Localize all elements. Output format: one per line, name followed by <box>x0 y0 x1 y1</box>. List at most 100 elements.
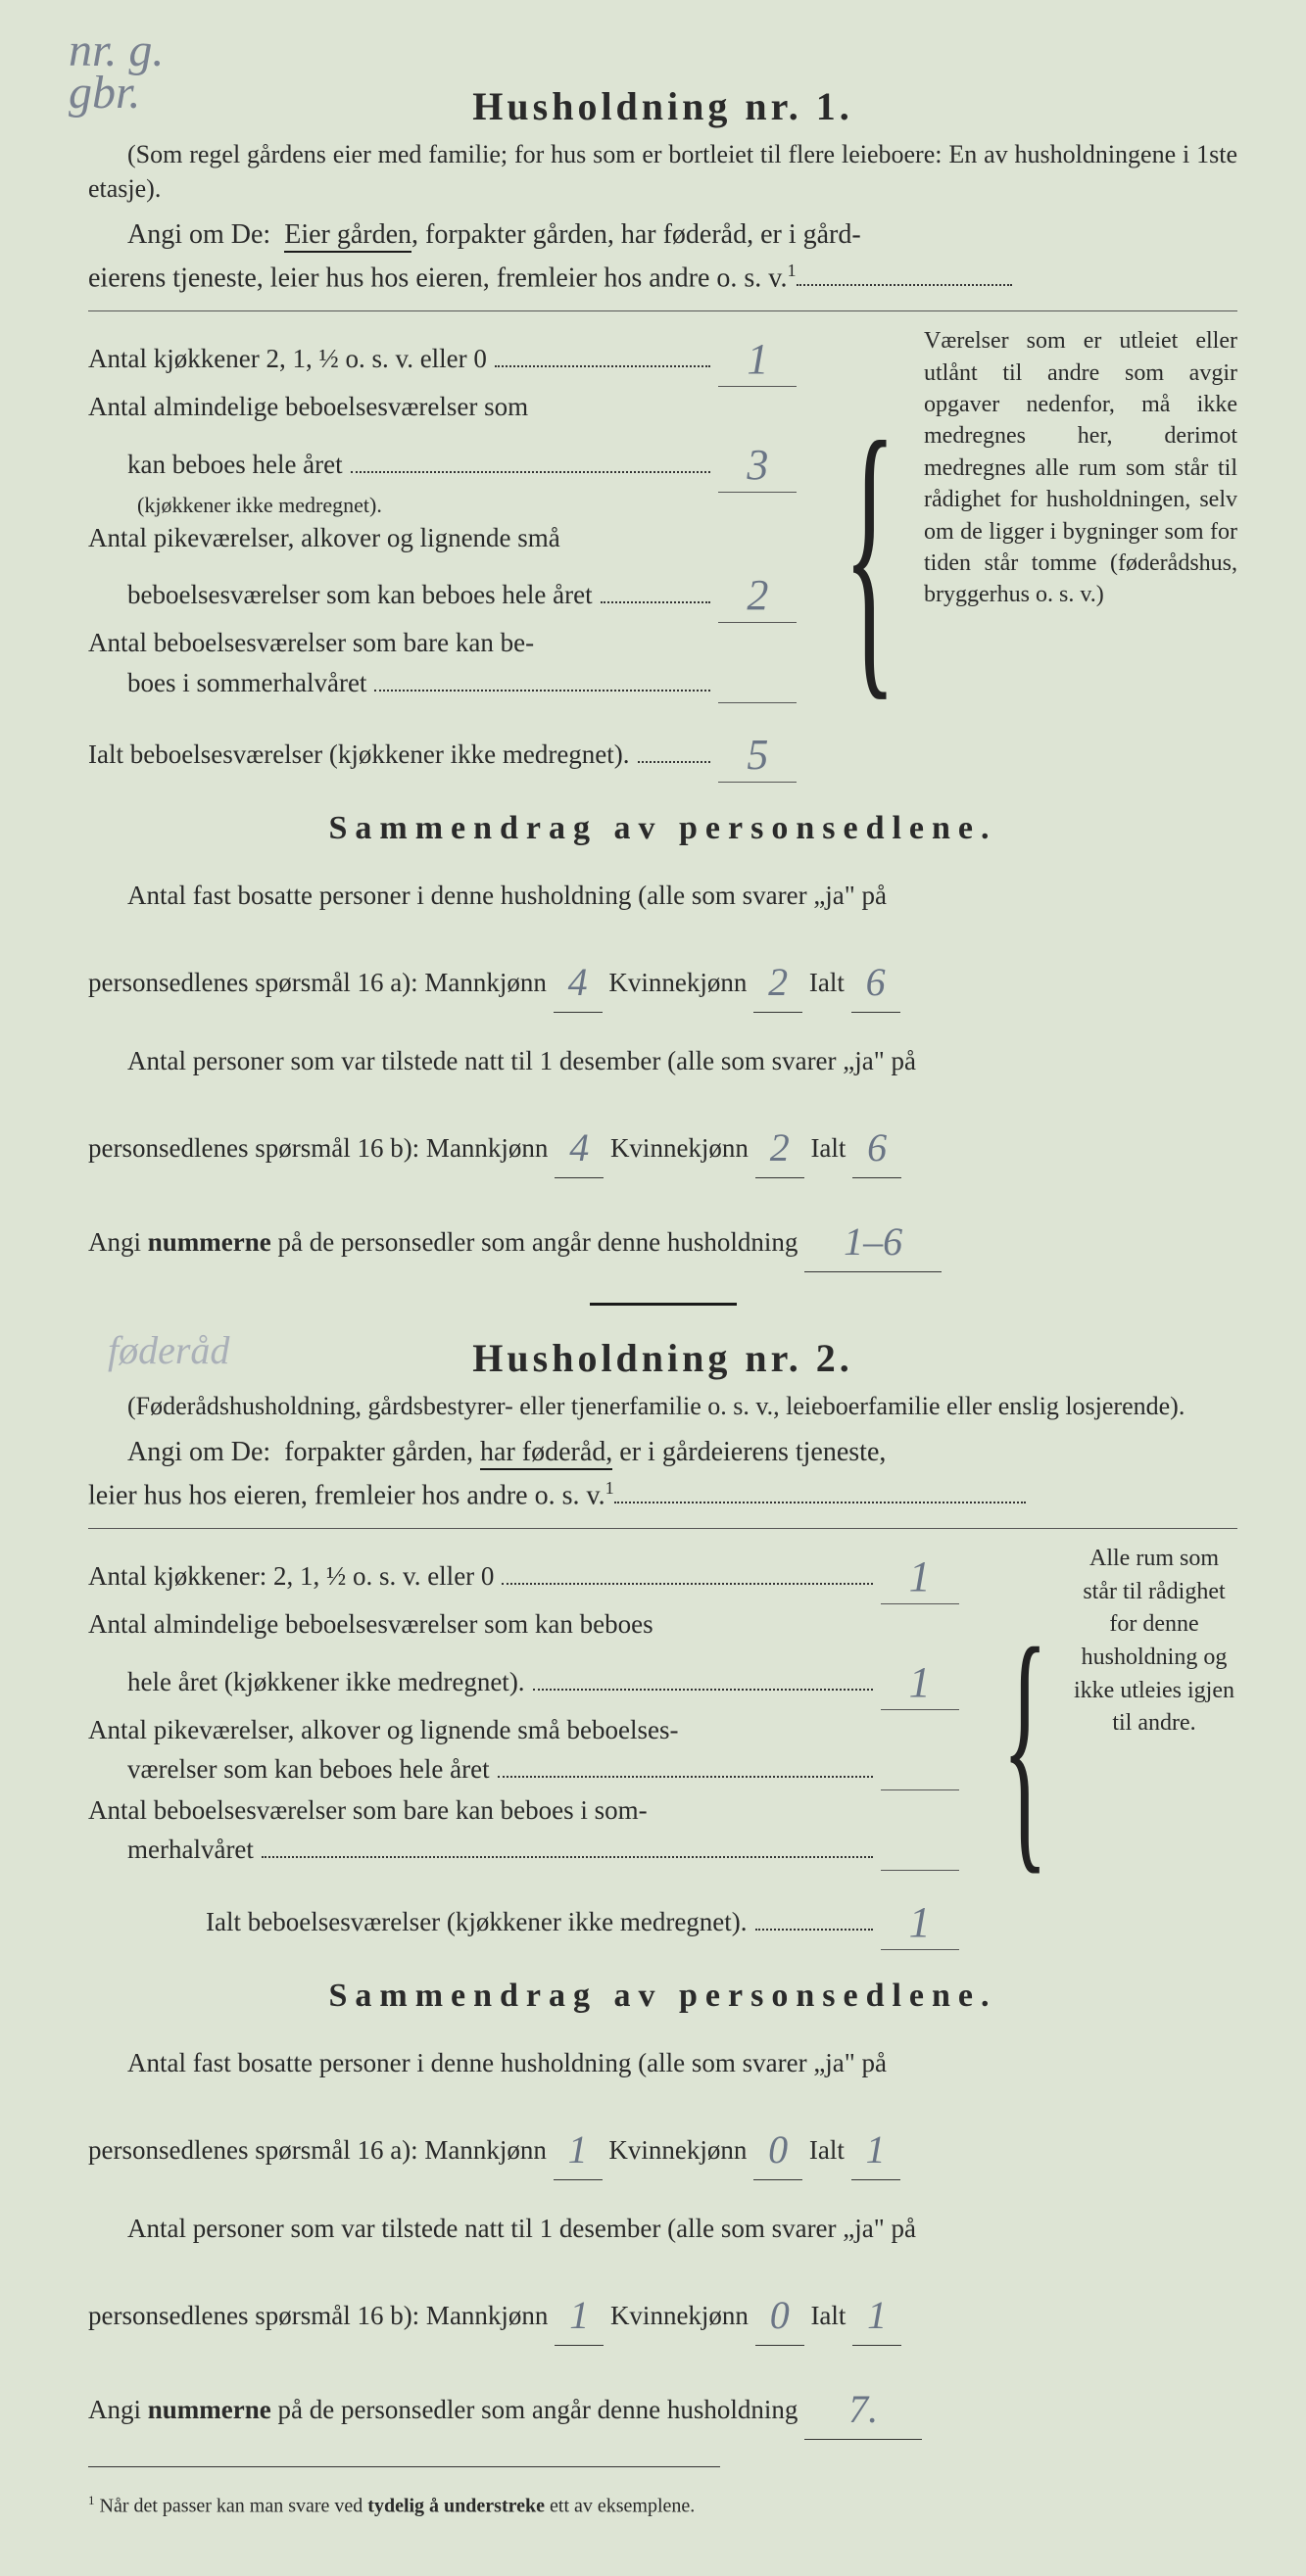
h2-sum-mann-1: 1 <box>564 2117 592 2183</box>
h1-ordinary-row-a: Antal almindelige beboelsesværelser som <box>88 387 797 427</box>
h2-ordinary-value: 1 <box>890 1650 950 1715</box>
h2-ordinary-label-a: Antal almindelige beboelsesværelser som … <box>88 1604 653 1645</box>
kvinn-label-3: Kvinnekjønn <box>608 2135 747 2165</box>
h2-rooms-left: Antal kjøkkener: 2, 1, ½ o. s. v. eller … <box>88 1539 959 1950</box>
h2-maid-row-b: værelser som kan beboes hele året <box>88 1749 959 1790</box>
h1-summer-row-a: Antal beboelsesværelser som bare kan be- <box>88 623 797 663</box>
curly-brace-icon-2: { <box>1001 1642 1047 1847</box>
h1-sum-numbers: 1–6 <box>840 1209 906 1275</box>
h2-summary-title: Sammendrag av personsedlene. <box>88 1978 1237 2015</box>
h1-angi: Angi om De: Eier gården, forpakter gårde… <box>88 214 1237 256</box>
l3-bold: nummerne <box>148 1227 271 1257</box>
h2-ordinary-row-a: Antal almindelige beboelsesværelser som … <box>88 1604 959 1645</box>
h1-sum-kvinn-1: 2 <box>764 949 792 1016</box>
h2-sum-mann-2: 1 <box>565 2282 593 2349</box>
h1-right-note: Værelser som er utleiet eller utlånt til… <box>924 321 1237 783</box>
h1-maid-row-a: Antal pikeværelser, alkover og lignende … <box>88 518 797 558</box>
h1-rooms-block: Antal kjøkkener 2, 1, ½ o. s. v. eller 0… <box>88 321 1237 783</box>
h2-kitchens-value: 1 <box>890 1545 950 1609</box>
h1-sum-l1a: Antal fast bosatte personer i denne hush… <box>88 874 1237 919</box>
footnote-a: Når det passer kan man svare ved <box>100 2495 368 2516</box>
kvinn-label: Kvinnekjønn <box>608 968 747 997</box>
h1-rooms-left: Antal kjøkkener 2, 1, ½ o. s. v. eller 0… <box>88 321 797 783</box>
h2-sum-ialt-1: 1 <box>862 2117 890 2183</box>
h1-sum-ialt-1: 6 <box>862 949 890 1016</box>
h2-l3-bold: nummerne <box>148 2395 271 2424</box>
h2-sum-l1b-prefix: personsedlenes spørsmål 16 a): Mannkjønn <box>88 2135 547 2165</box>
footnote-ref-2: 1 <box>605 1478 614 1498</box>
h2-sum-kvinn-1: 0 <box>764 2117 792 2183</box>
ialt-label-2: Ialt <box>810 1133 846 1163</box>
ialt-label: Ialt <box>809 968 845 997</box>
angi-prefix: Angi om De: <box>127 219 270 250</box>
h2-sum-l2a: Antal personer som var tilstede natt til… <box>88 2207 1237 2252</box>
census-form-page: nr. g. gbr. Husholdning nr. 1. (Som rege… <box>0 0 1306 2576</box>
h1-total-label: Ialt beboelsesværelser (kjøkkener ikke m… <box>88 735 630 775</box>
h2-l3-rest: på de personsedler som angår denne husho… <box>271 2395 798 2424</box>
footnote-bold: tydelig å understreke <box>367 2495 545 2516</box>
h2-maid-label-b: værelser som kan beboes hele året <box>88 1749 490 1789</box>
h1-total-value: 5 <box>727 723 788 787</box>
h1-sum-l1b-prefix: personsedlenes spørsmål 16 a): Mannkjønn <box>88 968 547 997</box>
h1-maid-value: 2 <box>727 563 788 628</box>
h1-summer-label-a: Antal beboelsesværelser som bare kan be- <box>88 623 534 663</box>
h1-brace-wrap: { Værelser som er utleiet eller utlånt t… <box>816 321 1237 783</box>
h1-maid-row-b: beboelsesværelser som kan beboes hele år… <box>88 557 797 623</box>
kvinn-label-4: Kvinnekjønn <box>610 2301 749 2330</box>
h2-maid-label-a: Antal pikeværelser, alkover og lignende … <box>88 1710 679 1750</box>
h2-angi: Angi om De: forpakter gården, har føderå… <box>88 1431 1237 1473</box>
h1-summer-label-b: boes i sommerhalvåret <box>88 663 366 703</box>
h2-angi-prefix: Angi om De: <box>127 1437 270 1467</box>
h1-sum-l3: Angi nummerne på de personsedler som ang… <box>88 1205 1237 1272</box>
h1-summer-row-b: boes i sommerhalvåret <box>88 663 797 704</box>
footnote-marker: 1 <box>88 2493 95 2507</box>
h1-maid-label-a: Antal pikeværelser, alkover og lignende … <box>88 518 560 558</box>
h2-sum-l1a: Antal fast bosatte personer i denne hush… <box>88 2041 1237 2086</box>
h2-maid-row-a: Antal pikeværelser, alkover og lignende … <box>88 1710 959 1750</box>
h1-sum-l2b: personsedlenes spørsmål 16 b): Mannkjønn… <box>88 1111 1237 1178</box>
h1-sum-mann-1: 4 <box>564 949 592 1016</box>
h2-total-row: Ialt beboelsesværelser (kjøkkener ikke m… <box>88 1884 959 1950</box>
h2-kitchens-row: Antal kjøkkener: 2, 1, ½ o. s. v. eller … <box>88 1539 959 1604</box>
h1-ordinary-label-b: kan beboes hele året <box>88 445 343 485</box>
household-1-title: Husholdning nr. 1. <box>88 83 1237 129</box>
h2-kitchens-label: Antal kjøkkener: 2, 1, ½ o. s. v. eller … <box>88 1556 494 1597</box>
h2-brace-wrap: { Alle rum som står til rådighet for den… <box>979 1539 1237 1950</box>
h2-ordinary-row-b: hele året (kjøkkener ikke medregnet). 1 <box>88 1645 959 1710</box>
footnote-rule <box>88 2466 720 2473</box>
h1-ordinary-note: (kjøkkener ikke medregnet). <box>137 493 797 518</box>
footnote-text: 1 Når det passer kan man svare ved tydel… <box>88 2493 1237 2518</box>
h2-sum-l3: Angi nummerne på de personsedler som ang… <box>88 2372 1237 2440</box>
divider-underline <box>590 1299 737 1306</box>
h1-maid-label-b: beboelsesværelser som kan beboes hele år… <box>88 575 593 615</box>
h1-sum-ialt-2: 6 <box>863 1115 891 1181</box>
h2-total-label: Ialt beboelsesværelser (kjøkkener ikke m… <box>88 1902 748 1942</box>
h1-total-row: Ialt beboelsesværelser (kjøkkener ikke m… <box>88 717 797 783</box>
h1-ordinary-row-b: kan beboes hele året 3 <box>88 427 797 493</box>
h1-summary-title: Sammendrag av personsedlene. <box>88 810 1237 847</box>
annotation-line2: gbr. <box>69 67 140 119</box>
h2-sum-kvinn-2: 0 <box>766 2282 794 2349</box>
h1-sum-l2a: Antal personer som var tilstede natt til… <box>88 1039 1237 1084</box>
h2-sum-l2b-prefix: personsedlenes spørsmål 16 b): Mannkjønn <box>88 2301 548 2330</box>
h1-ordinary-value: 3 <box>727 433 788 498</box>
h1-sum-kvinn-2: 2 <box>766 1115 794 1181</box>
h2-angi-underlined: har føderåd, <box>480 1437 612 1470</box>
h2-summer-label-a: Antal beboelsesværelser som bare kan beb… <box>88 1790 648 1831</box>
ialt-label-4: Ialt <box>810 2301 846 2330</box>
h1-angi-underlined: Eier gården <box>284 219 411 253</box>
h2-opts-b: er i gårdeierens tjeneste, <box>612 1437 886 1467</box>
h2-sum-l2b: personsedlenes spørsmål 16 b): Mannkjønn… <box>88 2278 1237 2346</box>
h1-sum-mann-2: 4 <box>565 1115 593 1181</box>
h2-summer-row-a: Antal beboelsesværelser som bare kan beb… <box>88 1790 959 1831</box>
h1-angi-cont: eierens tjeneste, leier hus hos eieren, … <box>88 257 1237 300</box>
handwritten-top-annotation: nr. g. gbr. <box>69 29 164 114</box>
h1-kitchens-label: Antal kjøkkener 2, 1, ½ o. s. v. eller 0 <box>88 339 487 379</box>
h2-ordinary-label-b: hele året (kjøkkener ikke medregnet). <box>88 1662 525 1702</box>
h2-sum-ialt-2: 1 <box>863 2282 891 2349</box>
l3-prefix: Angi <box>88 1227 148 1257</box>
h2-intro: (Føderådshusholdning, gårdsbestyrer- ell… <box>88 1389 1237 1423</box>
footnote-b: ett av eksemplene. <box>545 2495 695 2516</box>
h1-sum-l2b-prefix: personsedlenes spørsmål 16 b): Mannkjønn <box>88 1133 548 1163</box>
h2-l3-prefix: Angi <box>88 2395 148 2424</box>
